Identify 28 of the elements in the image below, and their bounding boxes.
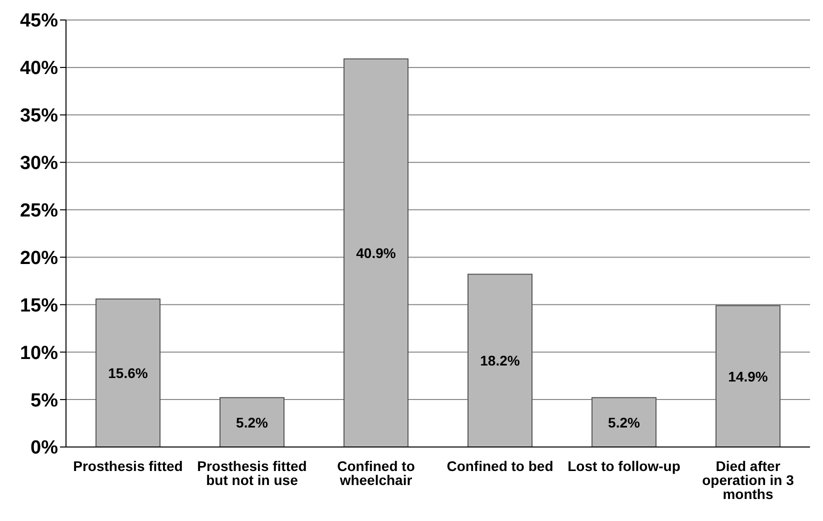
x-tick-label: Confined to wheelchair	[337, 458, 415, 488]
y-tick-label: 25%	[20, 200, 58, 222]
data-label: 14.9%	[728, 368, 768, 384]
y-tick-label: 15%	[20, 295, 58, 316]
x-tick-label: Died after operation in 3 months	[702, 458, 794, 502]
x-tick-label: Prosthesis fitted	[73, 458, 183, 474]
x-tick-label: Prosthesis fitted but not in use	[197, 458, 307, 488]
x-tick-label: Confined to bed	[446, 458, 554, 474]
y-tick-label: 10%	[20, 342, 58, 364]
x-tick-label: Lost to follow-up	[568, 458, 680, 474]
data-label: 15.6%	[108, 364, 148, 381]
y-tick-label: 20%	[20, 248, 58, 269]
bar	[716, 305, 780, 447]
bar	[220, 397, 284, 447]
y-tick-label: 45%	[20, 10, 58, 32]
bar	[96, 298, 160, 447]
y-tick-label: 0%	[30, 438, 58, 459]
y-tick-label: 40%	[20, 58, 58, 80]
data-label: 5.2%	[236, 414, 268, 430]
data-label: 18.2%	[480, 352, 520, 369]
y-tick-label: 35%	[20, 106, 58, 127]
y-tick-label: 5%	[30, 390, 58, 412]
bar	[344, 58, 408, 447]
data-label: 5.2%	[608, 414, 640, 430]
data-label: 40.9%	[356, 244, 396, 261]
bar	[592, 397, 656, 447]
y-tick-label: 30%	[20, 153, 58, 174]
bar	[468, 274, 532, 447]
